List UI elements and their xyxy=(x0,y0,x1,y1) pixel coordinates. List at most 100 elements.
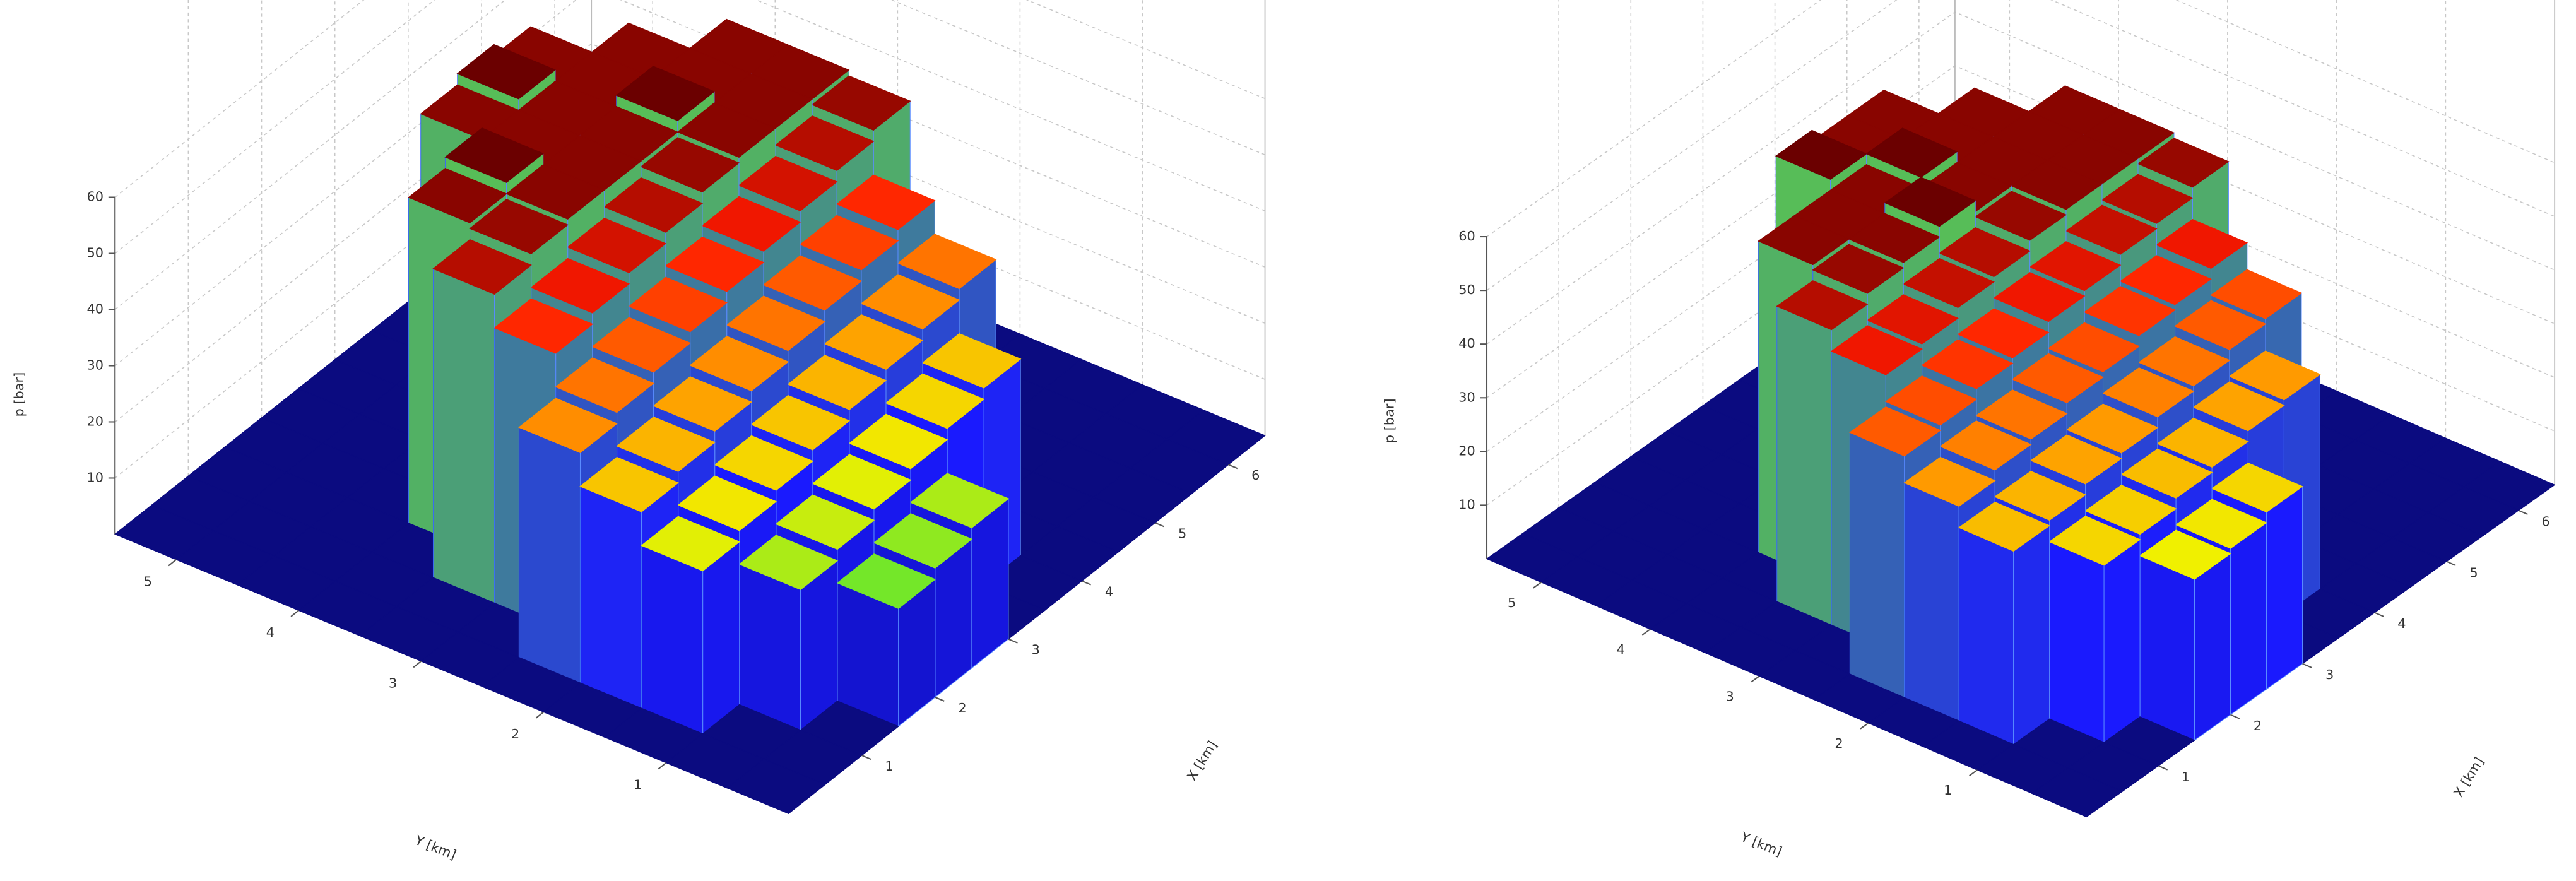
surface-top xyxy=(897,234,997,290)
surface-top xyxy=(824,314,924,370)
grid-line xyxy=(1486,0,2555,291)
z-tick-label: 50 xyxy=(86,245,103,261)
wall-face xyxy=(971,498,1009,669)
surface-top xyxy=(1993,272,2086,322)
z-axis-label: p [bar] xyxy=(11,372,27,417)
surface-top xyxy=(2138,336,2231,387)
surface-top xyxy=(738,535,839,590)
wall-face xyxy=(2103,539,2141,743)
y-tick-label: 4 xyxy=(1617,642,1625,657)
surface-top xyxy=(1994,470,2086,521)
surface-top xyxy=(2192,381,2285,432)
wall-face xyxy=(2230,522,2267,716)
x-tick-label: 2 xyxy=(959,701,967,716)
surface-cell xyxy=(836,553,936,727)
surface-top xyxy=(530,257,630,314)
x-tick xyxy=(2230,714,2240,719)
surface-top xyxy=(1974,191,2067,241)
surface-top xyxy=(1830,325,1923,375)
surface-top xyxy=(1921,339,2014,389)
surface-top xyxy=(885,373,985,429)
surface-top xyxy=(2031,767,2124,818)
wall-face xyxy=(800,560,838,731)
surface-top xyxy=(665,236,765,292)
surface-top xyxy=(1866,294,1959,345)
surface-top xyxy=(2174,300,2267,350)
surface-top xyxy=(2084,485,2177,535)
y-tick xyxy=(1533,581,1542,589)
surface-top xyxy=(653,376,753,432)
surface-top xyxy=(714,435,814,491)
wall-face xyxy=(2266,485,2303,690)
y-tick-label: 3 xyxy=(1726,689,1734,704)
surface-top xyxy=(811,75,911,131)
surface-top xyxy=(750,394,851,451)
surface-top xyxy=(518,398,618,454)
z-tick-label: 60 xyxy=(86,189,103,204)
surface-top xyxy=(848,413,948,470)
surface-top xyxy=(799,215,899,271)
wall-face xyxy=(2194,553,2231,742)
x-tick xyxy=(2518,509,2528,515)
surface-top xyxy=(1939,420,2032,471)
z-tick-label: 10 xyxy=(1458,497,1475,512)
surface-cell xyxy=(2031,767,2124,818)
wall-face xyxy=(432,268,495,604)
surface-cell xyxy=(641,516,741,735)
surface-top xyxy=(2156,218,2248,269)
x-tick-label: 6 xyxy=(2541,514,2549,529)
surface-top xyxy=(2175,499,2267,549)
wall-face xyxy=(579,485,642,709)
surface-top xyxy=(469,199,569,254)
surface-top xyxy=(505,164,606,220)
surface-top xyxy=(2120,448,2213,499)
x-tick xyxy=(2374,612,2384,617)
z-tick-label: 30 xyxy=(86,357,103,372)
wall-face xyxy=(2139,555,2195,741)
z-tick-label: 50 xyxy=(1458,282,1475,297)
surface-top xyxy=(836,174,936,230)
surface-top xyxy=(1903,456,1996,507)
surface-top xyxy=(2029,241,2122,292)
surface-top xyxy=(726,759,826,814)
x-tick xyxy=(1081,580,1092,586)
surface-cell xyxy=(2048,516,2141,743)
x-tick xyxy=(1154,522,1165,528)
wall-face xyxy=(739,564,801,731)
y-tick xyxy=(535,711,545,719)
surface-top xyxy=(2156,417,2249,468)
surface-cell xyxy=(1958,501,2050,745)
y-tick xyxy=(290,610,299,617)
surface-top xyxy=(787,355,887,410)
surface-top xyxy=(1849,406,1942,457)
wall-face xyxy=(1958,527,2014,745)
surface-top xyxy=(615,66,716,121)
surface-top xyxy=(2210,269,2303,319)
x-tick-label: 2 xyxy=(2254,718,2262,733)
surface-top xyxy=(2139,529,2231,580)
y-tick-label: 2 xyxy=(511,726,519,742)
y-tick xyxy=(1860,722,1869,730)
x-tick xyxy=(1228,464,1238,470)
surface-top xyxy=(2102,367,2195,418)
x-tick xyxy=(2158,765,2168,771)
z-tick-label: 20 xyxy=(86,413,103,429)
y-tick-label: 1 xyxy=(634,777,642,792)
x-tick-label: 6 xyxy=(1251,468,1260,483)
wall-face xyxy=(702,541,740,735)
surface-top xyxy=(1938,227,2031,278)
surface-top xyxy=(1758,215,1850,266)
surface-top xyxy=(493,298,594,354)
wall-face xyxy=(1904,482,1959,722)
wall-face xyxy=(641,545,704,735)
surface-top xyxy=(456,44,557,100)
x-tick xyxy=(935,696,945,702)
z-tick-label: 10 xyxy=(86,470,103,485)
y-tick xyxy=(168,559,177,567)
y-tick xyxy=(1969,769,1978,776)
x-tick-label: 3 xyxy=(1032,642,1040,658)
surface-top xyxy=(1776,280,1869,331)
surface-top xyxy=(836,553,936,609)
surface-top xyxy=(1812,244,1905,294)
